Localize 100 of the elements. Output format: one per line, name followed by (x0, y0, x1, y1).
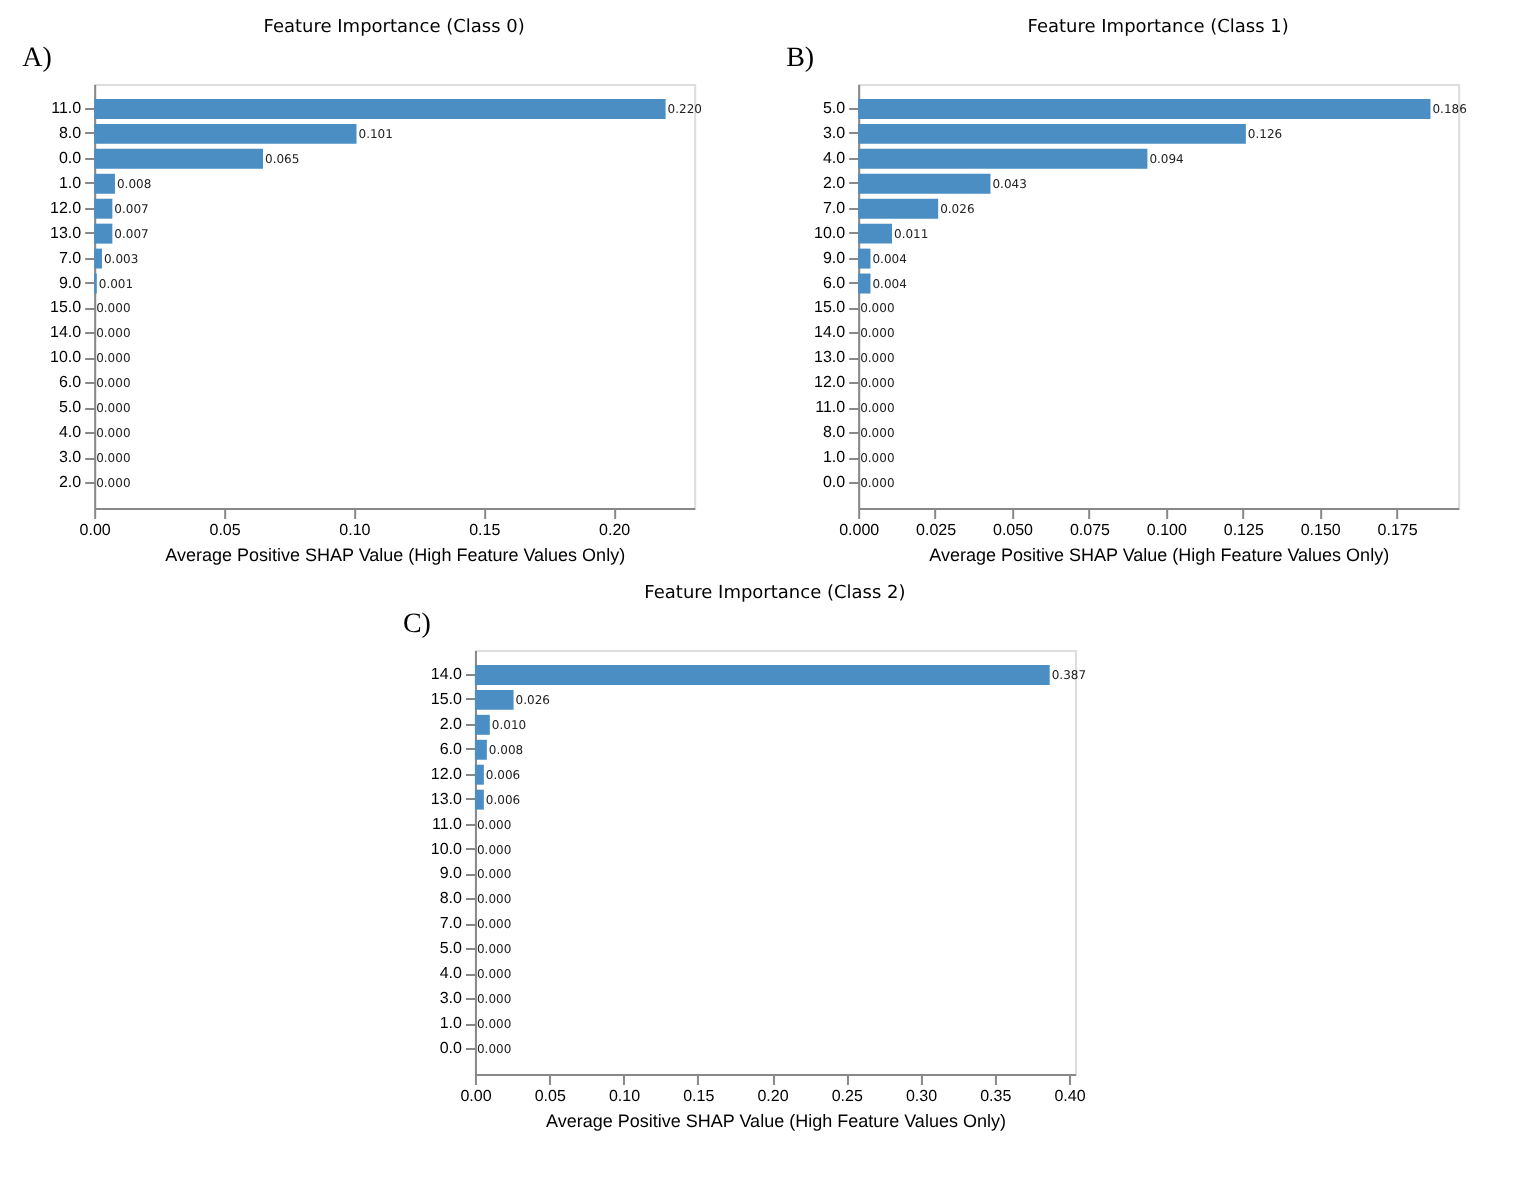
bar (94, 198, 113, 219)
y-tick-label: 12.0 (430, 764, 464, 783)
y-tick-label: 1.0 (439, 1014, 464, 1033)
y-tick-label: 10.0 (50, 348, 83, 367)
x-tick-label: 0.000 (839, 521, 881, 539)
y-tick-label: 10.0 (814, 223, 847, 242)
x-tick-label: 0.05 (209, 521, 242, 539)
bar (474, 789, 484, 810)
y-tick-label: 15.0 (50, 298, 83, 317)
y-tick-label: 12.0 (814, 373, 847, 392)
y-tick-label: 7.0 (439, 914, 464, 933)
y-tick-label: 0.0 (822, 473, 847, 492)
y-tick-label: 9.0 (58, 273, 83, 292)
bar (858, 98, 1431, 119)
bar (858, 223, 893, 244)
x-tick-label: 0.100 (1146, 521, 1188, 539)
x-tick-label: 0.150 (1300, 521, 1342, 539)
y-tick-label: 15.0 (430, 689, 464, 708)
y-tick-label: 3.0 (58, 448, 83, 467)
y-tick-label: 9.0 (822, 248, 847, 267)
y-tick-label: 5.0 (58, 398, 83, 417)
y-tick-label: 6.0 (58, 373, 83, 392)
x-axis-title: Average Positive SHAP Value (High Feature Values Only) (165, 545, 626, 565)
x-tick-label: 0.35 (980, 1087, 1013, 1105)
x-tick-label: 0.20 (599, 521, 632, 539)
x-tick-label: 0.10 (339, 521, 372, 539)
x-tick-label: 0.05 (534, 1087, 567, 1105)
x-tick-label: 0.15 (469, 521, 502, 539)
y-tick-label: 11.0 (51, 98, 83, 117)
y-tick-label: 6.0 (439, 739, 464, 758)
y-tick-label: 14.0 (50, 323, 83, 342)
y-tick-label: 15.0 (814, 298, 847, 317)
bar (858, 273, 871, 294)
x-tick-label: 0.30 (905, 1087, 939, 1105)
chart-title: Feature Importance (Class 1) (1027, 18, 1289, 38)
text: C) (402, 610, 432, 640)
y-tick-label: 2.0 (439, 714, 464, 733)
bar (474, 689, 514, 710)
y-tick-label: 1.0 (822, 448, 847, 467)
y-tick-label: 8.0 (58, 123, 83, 142)
bar (858, 248, 871, 269)
x-tick-label: 0.075 (1069, 521, 1112, 539)
y-tick-label: 5.0 (439, 939, 464, 958)
bar (474, 764, 484, 785)
y-tick-label: 7.0 (58, 248, 83, 267)
y-tick-label: 12.0 (50, 198, 83, 217)
y-tick-label: 7.0 (822, 198, 847, 217)
y-tick-label: 11.0 (431, 814, 464, 833)
y-tick-label: 4.0 (822, 148, 847, 167)
bar (474, 664, 1050, 685)
bar (858, 148, 1148, 169)
bar (94, 223, 113, 244)
x-tick-label: 0.00 (460, 1087, 493, 1105)
x-tick-label: 0.15 (683, 1087, 716, 1105)
y-tick-label: 11.0 (815, 398, 847, 417)
y-tick-label: 13.0 (50, 223, 83, 242)
chart-title: Feature Importance (Class 2) (644, 584, 906, 604)
y-tick-label: 3.0 (822, 123, 847, 142)
y-tick-label: 0.0 (58, 148, 83, 167)
x-tick-label: 0.20 (757, 1087, 790, 1105)
text: A) (22, 44, 53, 74)
y-tick-label: 14.0 (430, 664, 464, 683)
bar (474, 739, 487, 760)
x-axis-title: Average Positive SHAP Value (High Feature Values Only) (929, 545, 1390, 565)
y-tick-label: 1.0 (58, 173, 83, 192)
bar (474, 714, 490, 735)
y-tick-label: 5.0 (822, 98, 847, 117)
y-tick-label: 4.0 (439, 964, 464, 983)
y-tick-label: 8.0 (822, 423, 847, 442)
x-tick-label: 0.40 (1054, 1087, 1087, 1105)
bar (94, 148, 263, 169)
y-tick-label: 2.0 (822, 173, 847, 192)
x-tick-label: 0.25 (831, 1087, 864, 1105)
bar (94, 98, 666, 119)
x-tick-label: 0.00 (79, 521, 112, 539)
bar (94, 248, 102, 269)
text: B) (786, 44, 815, 74)
bar (858, 173, 991, 194)
y-tick-label: 13.0 (814, 348, 847, 367)
x-tick-label: 0.175 (1377, 521, 1419, 539)
bar (858, 123, 1246, 144)
y-tick-label: 3.0 (439, 989, 464, 1008)
x-axis-title: Average Positive SHAP Value (High Feature Values Only) (545, 1111, 1006, 1131)
x-tick-label: 0.125 (1223, 521, 1265, 539)
y-tick-label: 0.0 (439, 1039, 464, 1058)
y-tick-label: 14.0 (814, 323, 847, 342)
y-tick-label: 4.0 (58, 423, 83, 442)
y-tick-label: 8.0 (439, 889, 464, 908)
y-tick-label: 6.0 (822, 273, 847, 292)
bar (94, 123, 357, 144)
y-tick-label: 10.0 (430, 839, 464, 858)
bar (94, 173, 115, 194)
y-tick-label: 2.0 (58, 473, 83, 492)
chart-title: Feature Importance (Class 0) (263, 18, 525, 38)
x-tick-label: 0.050 (992, 521, 1035, 539)
x-tick-label: 0.025 (916, 521, 958, 539)
x-tick-label: 0.10 (608, 1087, 642, 1105)
y-tick-label: 9.0 (439, 864, 464, 883)
bar (858, 198, 939, 219)
y-tick-label: 13.0 (430, 789, 464, 808)
